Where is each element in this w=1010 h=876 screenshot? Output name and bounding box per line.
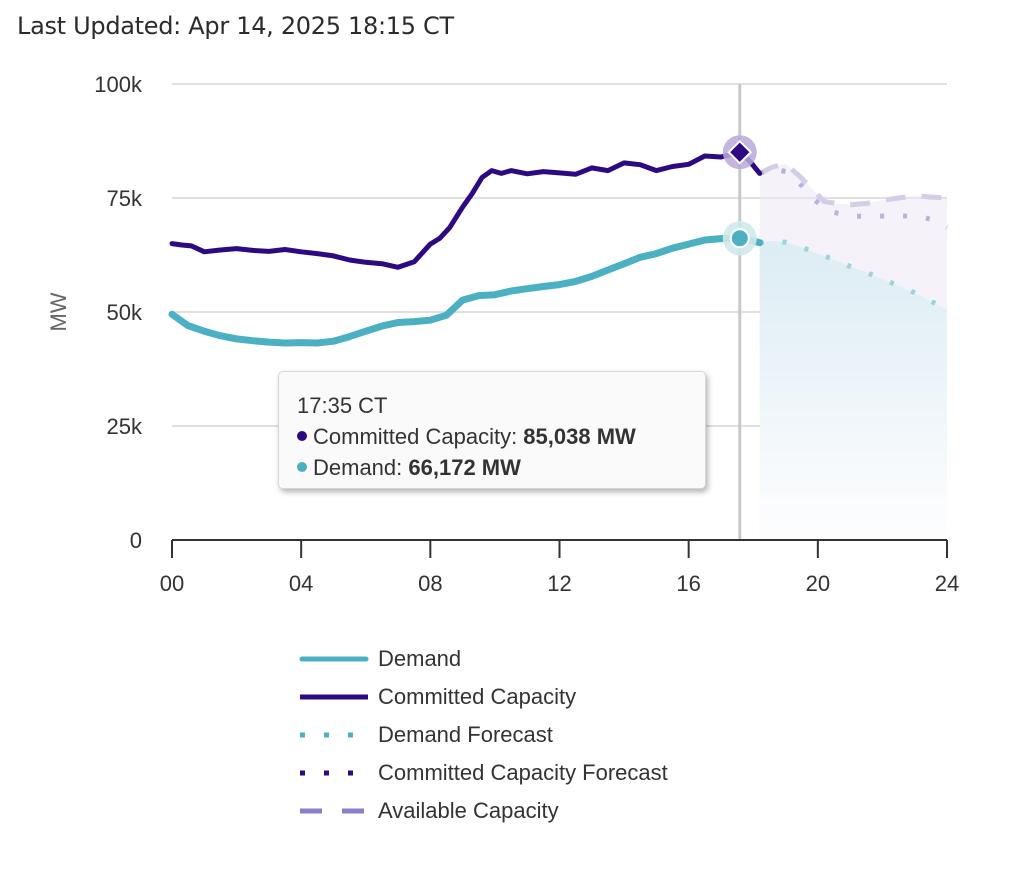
tooltip-row-committed: Committed Capacity: 85,038 MW	[297, 421, 705, 452]
demand-circle-marker	[729, 228, 750, 249]
x-tick-label: 16	[676, 571, 700, 596]
legend-committed-dotted-icon	[300, 770, 368, 776]
tooltip-label: Demand:	[313, 455, 409, 480]
y-tick-label: 50k	[107, 300, 143, 325]
x-tick-label: 20	[806, 571, 830, 596]
tooltip-row-demand: Demand: 66,172 MW	[297, 452, 705, 483]
series-line-committed-capacity	[169, 149, 763, 270]
legend-demand-dotted-icon	[300, 732, 368, 738]
legend: Demand Committed Capacity Demand Forecas…	[298, 640, 668, 830]
legend-label: Demand	[378, 646, 462, 671]
legend-demand-solid-icon	[299, 656, 369, 662]
series-line-demand-forecast	[759, 238, 949, 312]
legend-item-committed-capacity[interactable]: Committed Capacity	[298, 678, 668, 716]
legend-committed-solid-icon	[300, 694, 368, 700]
tooltip-time: 17:35 CT	[297, 393, 388, 418]
legend-label: Committed Capacity	[378, 684, 577, 709]
y-tick-label: 100k	[94, 72, 143, 97]
y-tick-label: 25k	[107, 414, 143, 439]
y-axis-title: MW	[46, 292, 71, 331]
legend-label: Available Capacity	[378, 798, 559, 823]
x-tick-label: 08	[418, 571, 442, 596]
axes: 0 25k 50k 75k 100k 00 04 08 12 16 20 24	[94, 72, 959, 596]
tooltip-value: 66,172 MW	[408, 455, 521, 480]
x-tick-label: 00	[160, 571, 184, 596]
legend-label: Demand Forecast	[378, 722, 553, 747]
legend-item-demand-forecast[interactable]: Demand Forecast	[298, 716, 668, 754]
tooltip-label: Committed Capacity:	[313, 424, 524, 449]
x-tick-label: 24	[935, 571, 959, 596]
series-line-demand	[168, 234, 764, 347]
committed-dot-icon	[297, 431, 307, 442]
y-tick-label: 75k	[107, 186, 143, 211]
series-lines	[168, 149, 949, 347]
series-line-committed-capacity-forecast	[758, 165, 949, 230]
x-tick-label: 04	[289, 571, 313, 596]
legend-item-committed-capacity-forecast[interactable]: Committed Capacity Forecast	[298, 754, 668, 792]
legend-available-dashed-icon	[300, 808, 368, 814]
tooltip-value: 85,038 MW	[523, 424, 636, 449]
forecast-areas	[759, 163, 947, 541]
committed-diamond-marker	[727, 139, 753, 165]
legend-item-demand[interactable]: Demand	[298, 640, 668, 678]
y-tick-label: 0	[130, 528, 142, 553]
last-updated-text: Last Updated: Apr 14, 2025 18:15 CT	[17, 12, 454, 40]
demand-dot-icon	[297, 462, 307, 473]
hover-markers	[722, 135, 757, 256]
tooltip: 17:35 CT Committed Capacity: 85,038 MW D…	[278, 371, 706, 489]
legend-label: Committed Capacity Forecast	[378, 760, 668, 785]
chart-svg: 0 25k 50k 75k 100k 00 04 08 12 16 20 24 MW	[46, 72, 959, 596]
x-tick-label: 12	[547, 571, 571, 596]
demand-forecast-area	[759, 240, 947, 540]
legend-item-available-capacity[interactable]: Available Capacity	[298, 792, 668, 830]
